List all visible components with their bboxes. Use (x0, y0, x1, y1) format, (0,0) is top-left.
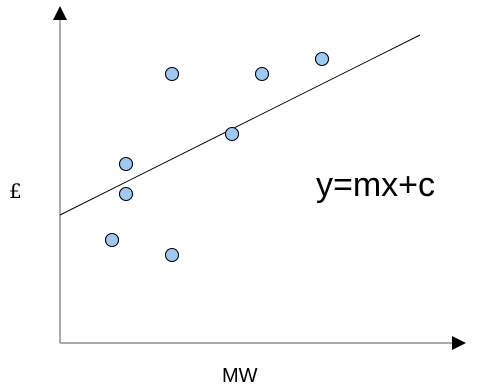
y-axis-label: £ (9, 179, 22, 203)
data-point-7 (254, 66, 270, 82)
data-point-4 (164, 247, 180, 263)
data-point-1 (104, 232, 120, 248)
y-axis-arrow-icon (53, 6, 67, 20)
regression-line (59, 34, 421, 216)
data-point-3 (118, 186, 134, 202)
data-point-8 (314, 51, 330, 67)
data-points (104, 51, 330, 263)
equation-annotation: y=mx+c (316, 166, 435, 204)
x-axis-arrow-icon (452, 336, 466, 350)
data-point-6 (224, 126, 240, 142)
x-axis-label: MW (222, 365, 258, 387)
data-point-2 (118, 156, 134, 172)
data-point-5 (164, 66, 180, 82)
